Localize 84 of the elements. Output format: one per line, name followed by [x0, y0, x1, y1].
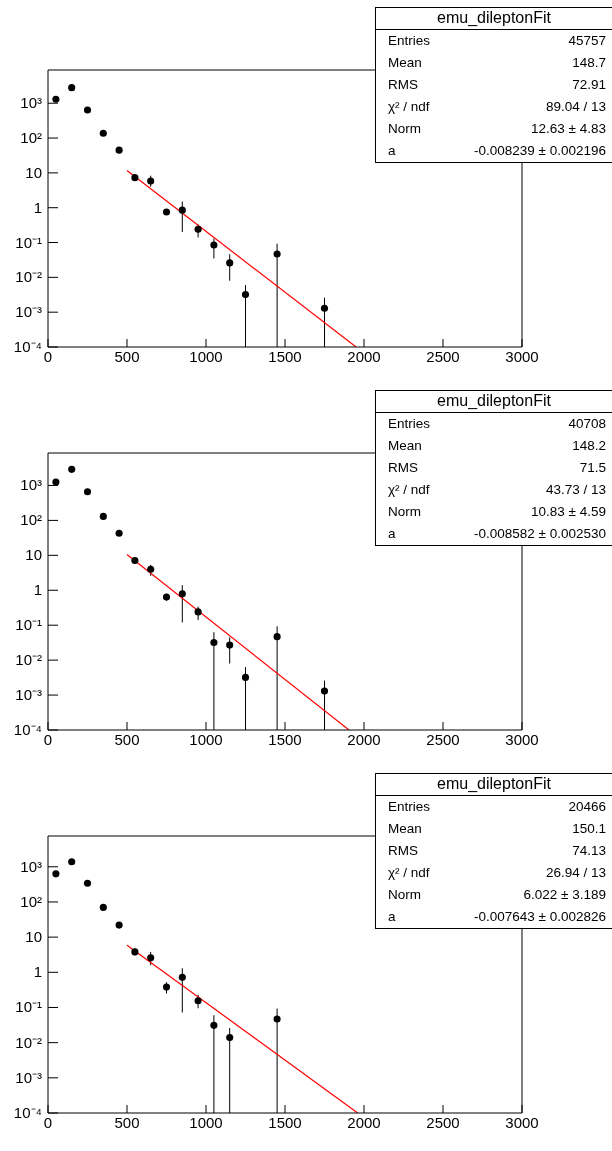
- y-tick-label: 10³: [20, 94, 42, 112]
- text: 74.13: [572, 843, 606, 859]
- y-tick-label: 10⁻²: [15, 268, 42, 286]
- x-tick-label: 1000: [189, 730, 223, 748]
- y-tick-label: 10³: [20, 476, 42, 494]
- x-tick-label: 500: [114, 347, 140, 365]
- text: 148.2: [572, 438, 606, 454]
- x-tick-label: 1500: [268, 347, 302, 365]
- y-tick-label: 1: [33, 198, 42, 216]
- text: 150.1: [572, 821, 606, 837]
- annotation: -0.008582 ± 0.002530: [473, 526, 606, 542]
- annotation: RMS: [388, 460, 418, 476]
- x-tick-label: 2000: [347, 1113, 381, 1131]
- text: 26.94 / 13: [545, 865, 606, 881]
- y-tick-label: 10⁻⁴: [13, 1104, 42, 1121]
- text: Entries: [388, 799, 431, 815]
- text: 40708: [568, 416, 606, 432]
- y-tick-label: 10²: [20, 129, 42, 147]
- x-tick-label: 500: [114, 730, 140, 748]
- y-tick-label: 10⁻¹: [15, 998, 42, 1016]
- annotation: RMS: [388, 843, 418, 859]
- y-tick-label: 10⁻³: [15, 303, 42, 321]
- annotation: RMS: [388, 77, 418, 93]
- y-tick-label: 10⁻²: [15, 651, 42, 669]
- annotation: a: [388, 909, 396, 925]
- text: 71.5: [579, 460, 606, 476]
- text: 20466: [568, 799, 606, 815]
- x-tick-label: 0: [43, 1113, 53, 1131]
- x-tick-label: 500: [114, 1113, 140, 1131]
- x-tick-label: 2000: [347, 730, 381, 748]
- text: 72.91: [572, 77, 606, 93]
- annotation: a: [388, 526, 396, 542]
- text: emu_dileptonFit: [376, 391, 612, 413]
- y-tick-label: 10⁻¹: [15, 233, 42, 251]
- annotation: Norm: [388, 121, 421, 137]
- text: 10.83 ± 4.59: [531, 504, 606, 520]
- y-tick-label: 10⁻¹: [15, 616, 42, 634]
- annotation: a: [388, 143, 396, 159]
- x-tick-label: 3000: [505, 1113, 539, 1131]
- x-tick-label: 1500: [268, 1113, 302, 1131]
- annotation: Mean: [388, 821, 422, 837]
- y-tick-label: 1: [33, 963, 42, 981]
- x-tick-label: 2500: [426, 1113, 460, 1131]
- x-tick-label: 1000: [189, 347, 223, 365]
- y-tick-label: 10: [25, 163, 42, 181]
- annotation: Mean: [388, 55, 422, 71]
- annotation: -0.007643 ± 0.002826: [473, 909, 606, 925]
- x-tick-label: 1000: [189, 1113, 223, 1131]
- y-tick-label: 10⁻⁴: [13, 338, 42, 355]
- annotation: Norm: [388, 504, 421, 520]
- x-tick-label: 0: [43, 730, 53, 748]
- text: 43.73 / 13: [545, 482, 606, 498]
- x-tick-label: 1500: [268, 730, 302, 748]
- y-tick-label: 10: [25, 546, 42, 564]
- annotation: χ² / ndf: [388, 865, 430, 881]
- text: Entries: [388, 416, 431, 432]
- annotation: -0.008239 ± 0.002196: [473, 143, 606, 159]
- x-tick-label: 3000: [505, 730, 539, 748]
- text: 6.022 ± 3.189: [523, 887, 606, 903]
- y-tick-label: 10²: [20, 892, 42, 910]
- annotation: χ² / ndf: [388, 482, 430, 498]
- y-tick-label: 10⁻⁴: [13, 721, 42, 738]
- y-tick-label: 10⁻³: [15, 1068, 42, 1086]
- y-tick-label: 10³: [20, 857, 42, 875]
- x-tick-label: 2500: [426, 347, 460, 365]
- x-tick-label: 3000: [505, 347, 539, 365]
- x-tick-label: 2000: [347, 347, 381, 365]
- text: 45757: [568, 33, 606, 49]
- text: Entries: [388, 33, 431, 49]
- annotation: Mean: [388, 438, 422, 454]
- annotation: χ² / ndf: [388, 99, 430, 115]
- text: 148.7: [572, 55, 606, 71]
- y-tick-label: 10⁻³: [15, 686, 42, 704]
- text: emu_dileptonFit: [376, 774, 612, 796]
- y-tick-label: 10⁻²: [15, 1033, 42, 1051]
- text: emu_dileptonFit: [376, 8, 612, 30]
- y-tick-label: 10: [25, 928, 42, 946]
- text: 89.04 / 13: [545, 99, 606, 115]
- annotation: Norm: [388, 887, 421, 903]
- y-tick-label: 1: [33, 581, 42, 599]
- x-tick-label: 2500: [426, 730, 460, 748]
- x-tick-label: 0: [43, 347, 53, 365]
- text: 12.63 ± 4.83: [531, 121, 606, 137]
- y-tick-label: 10²: [20, 511, 42, 529]
